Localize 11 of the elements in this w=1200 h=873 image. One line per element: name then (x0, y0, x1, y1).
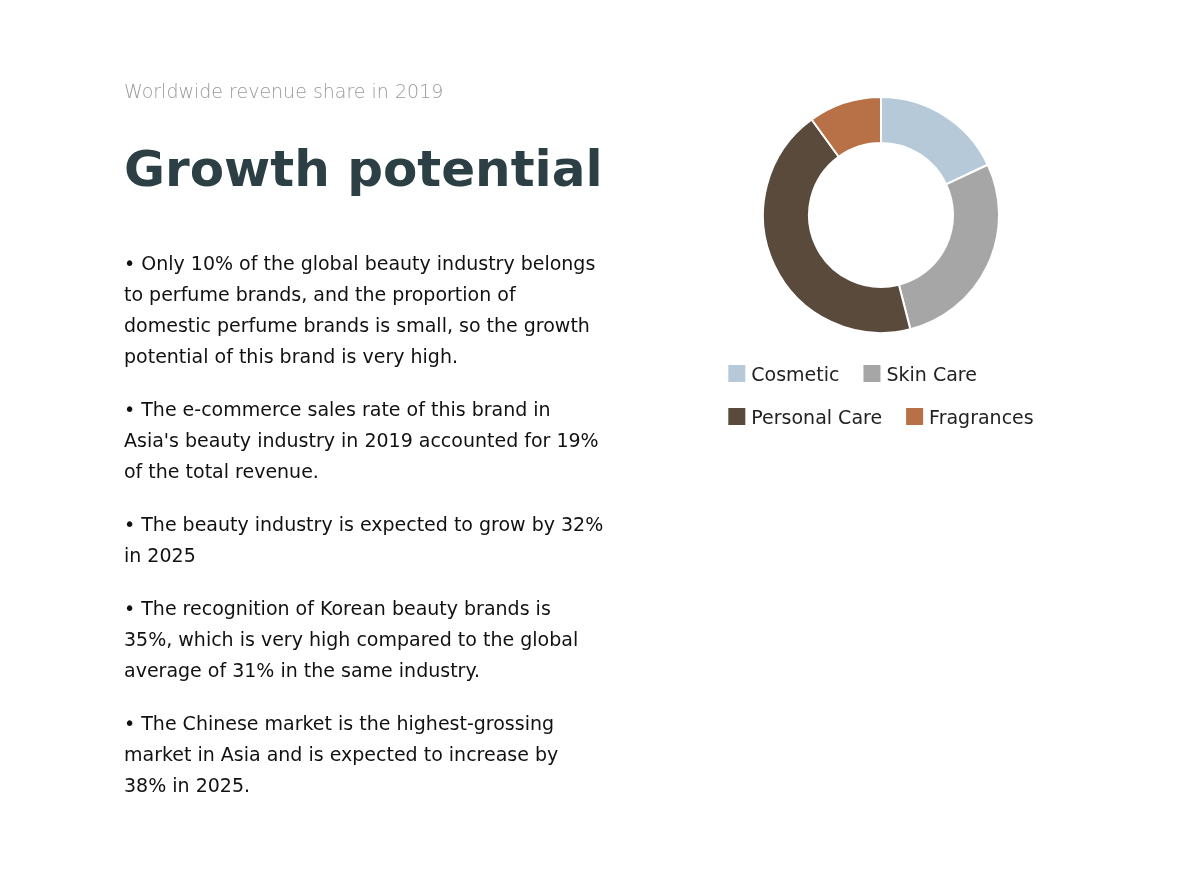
text: • The recognition of Korean beauty brands is 35%, which is very high compared to the global average of 31% in the same industry. (124, 596, 580, 683)
legend-label: Cosmetic (751, 362, 840, 385)
text: • The Chinese market is the highest-grossing market in Asia and is expected to increase by 38% in 2025. (124, 711, 560, 798)
text: • Only 10% of the global beauty industry belongs to perfume brands, and the proportion of domestic perfume brands is small, so the growth potential of this brand is very high. (124, 251, 597, 369)
text: Worldwide revenue share in 2019 (124, 80, 445, 102)
text: Growth potential (124, 140, 604, 198)
legend-label: Fragrances (929, 405, 1034, 428)
text: • The beauty industry is expected to grow by 32% in 2025 (124, 512, 604, 568)
text: • The e-commerce sales rate of this brand in Asia's beauty industry in 2019 accounted for 19% of the total revenue. (124, 397, 600, 484)
legend-label: Skin Care (886, 362, 977, 385)
legend-label: Personal Care (751, 405, 883, 428)
